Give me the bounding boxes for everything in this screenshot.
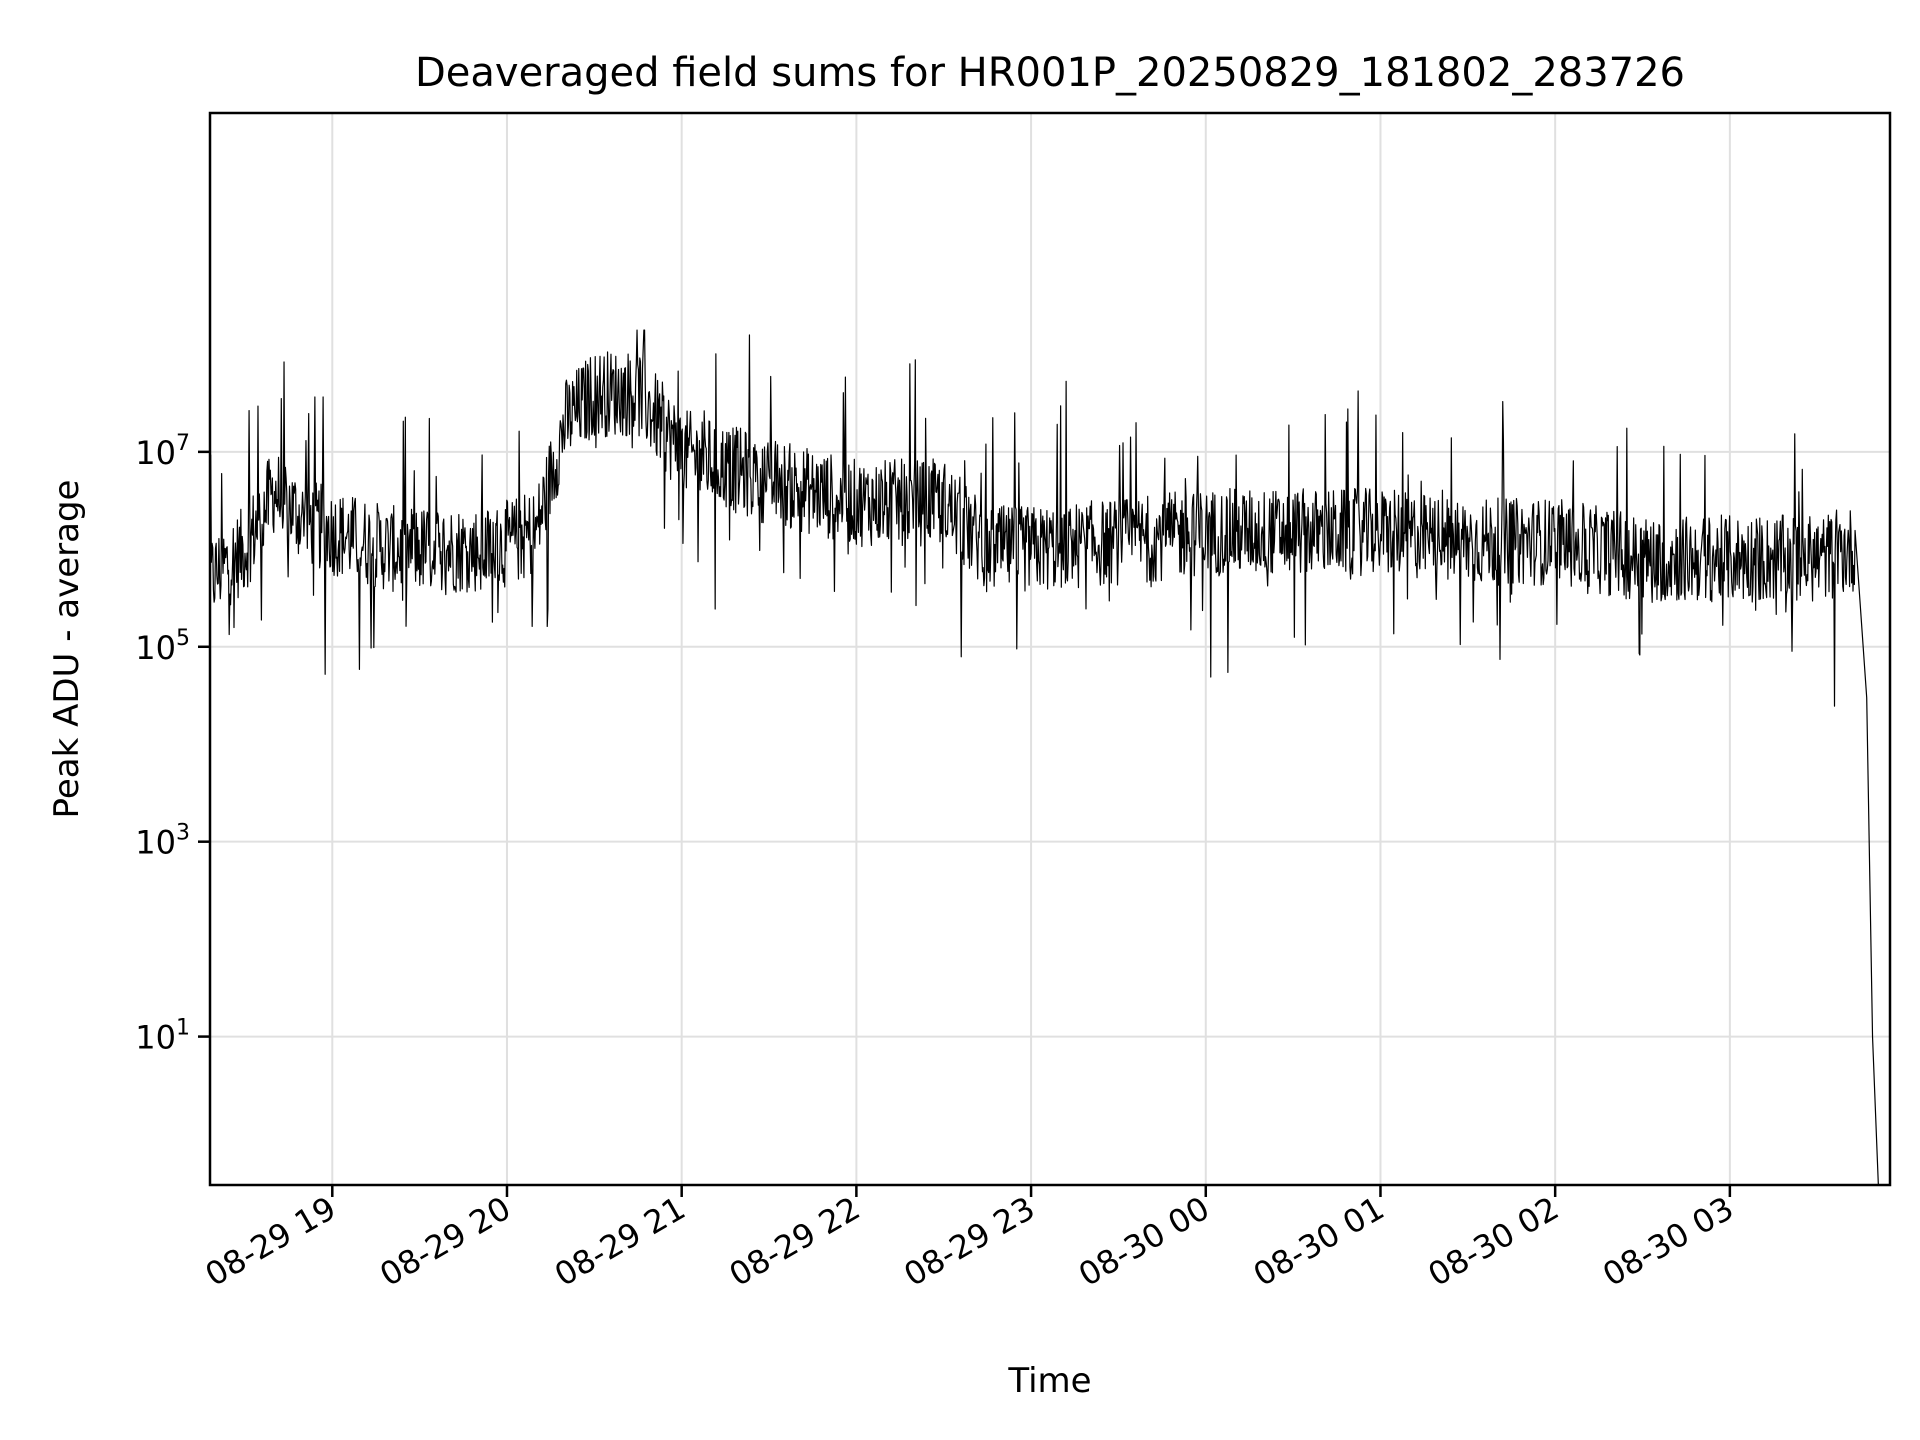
y-tick-label: 103: [135, 821, 190, 862]
y-tick-label: 107: [135, 431, 190, 472]
data-line-layer: [209, 329, 1879, 1186]
y-axis-label: Peak ADU - average: [47, 480, 87, 819]
chart-title: Deaveraged field sums for HR001P_2025082…: [415, 50, 1685, 96]
data-series-line: [209, 329, 1879, 1186]
y-tick-label: 101: [135, 1016, 190, 1057]
y-tick-label: 105: [135, 626, 190, 667]
plot-frame: [208, 111, 1892, 1187]
grid: [210, 113, 1890, 1185]
x-axis-label: Time: [1007, 1361, 1091, 1401]
